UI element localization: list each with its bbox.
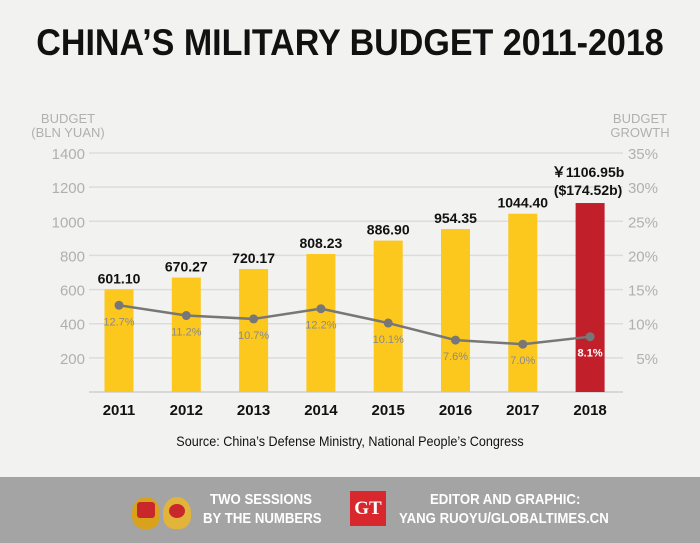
growth-label: 12.7% — [103, 316, 134, 328]
growth-label: 10.7% — [238, 330, 269, 342]
x-tick-label: 2013 — [237, 402, 270, 419]
global-times-logo: GT — [350, 491, 386, 526]
right-tick-label: 5% — [636, 351, 658, 368]
left-tick-label: 800 — [60, 248, 85, 265]
two-sessions-line1: TWO SESSIONS — [210, 491, 312, 508]
highlight-value-usd: ($174.52b) — [554, 182, 622, 198]
right-tick-label: 15% — [628, 283, 658, 300]
left-tick-label: 1200 — [52, 180, 85, 197]
growth-point-2013 — [249, 314, 259, 324]
left-axis-label: BUDGET — [41, 111, 95, 126]
bar-value-label: 808.23 — [299, 235, 342, 251]
x-tick-label: 2012 — [170, 402, 203, 419]
source-note: Source: China’s Defense Ministry, Nation… — [176, 433, 524, 449]
growth-label: 11.2% — [171, 327, 202, 339]
bar-value-label: 720.17 — [232, 250, 275, 266]
two-sessions-line2: BY THE NUMBERS — [203, 510, 322, 527]
right-tick-label: 35% — [628, 146, 658, 163]
growth-point-2012 — [181, 311, 191, 321]
right-axis-label: GROWTH — [610, 125, 669, 140]
right-tick-label: 30% — [628, 180, 658, 197]
growth-label: 8.1% — [578, 348, 603, 360]
bar-value-label: 954.35 — [434, 210, 477, 226]
bar-2014 — [306, 254, 336, 392]
cppcc-emblem-icon — [163, 497, 191, 529]
bar-value-label: 670.27 — [165, 259, 208, 275]
growth-label: 10.1% — [373, 334, 404, 346]
right-tick-label: 20% — [628, 248, 658, 265]
bar-2018 — [575, 203, 605, 392]
editor-line2: YANG RUOYU/GLOBALTIMES.CN — [399, 510, 609, 527]
bar-2015 — [373, 240, 403, 392]
bar-2017 — [508, 213, 538, 392]
growth-point-2017 — [518, 339, 528, 349]
x-tick-label: 2018 — [573, 402, 606, 419]
left-tick-label: 600 — [60, 283, 85, 300]
left-tick-label: 1000 — [52, 214, 85, 231]
x-tick-label: 2014 — [304, 402, 338, 419]
x-tick-label: 2015 — [372, 402, 405, 419]
bar-2013 — [239, 269, 269, 392]
growth-label: 7.6% — [443, 351, 468, 363]
left-tick-label: 400 — [60, 317, 85, 334]
growth-line — [118, 304, 591, 346]
bar-value-label: 601.10 — [98, 270, 141, 286]
x-tick-label: 2016 — [439, 402, 472, 419]
editor-line1: EDITOR AND GRAPHIC: — [430, 491, 581, 508]
growth-point-2014 — [316, 304, 326, 314]
growth-point-2015 — [383, 318, 393, 328]
growth-label: 12.2% — [305, 320, 336, 332]
growth-point-2016 — [451, 335, 460, 345]
x-tick-label: 2017 — [506, 402, 539, 419]
bar-2012 — [171, 277, 201, 392]
left-tick-label: 1400 — [52, 146, 85, 163]
right-tick-label: 10% — [628, 317, 658, 334]
bar-value-label: 886.90 — [367, 222, 410, 238]
growth-point-2018 — [585, 332, 595, 342]
growth-label: 7.0% — [510, 355, 535, 367]
right-tick-label: 25% — [628, 214, 658, 231]
growth-point-2011 — [114, 300, 124, 310]
bar-value-label: 1044.40 — [497, 195, 548, 211]
left-tick-label: 200 — [60, 351, 85, 368]
left-axis-label: (BLN YUAN) — [31, 125, 104, 140]
bar-2016 — [441, 229, 470, 392]
chart-title: CHINA’S MILITARY BUDGET 2011-2018 — [36, 22, 664, 63]
highlight-value-yuan: ￥1106.95b — [552, 164, 624, 180]
right-axis-label: BUDGET — [613, 111, 667, 126]
national-emblem-icon — [132, 497, 160, 529]
x-tick-label: 2011 — [103, 402, 136, 419]
